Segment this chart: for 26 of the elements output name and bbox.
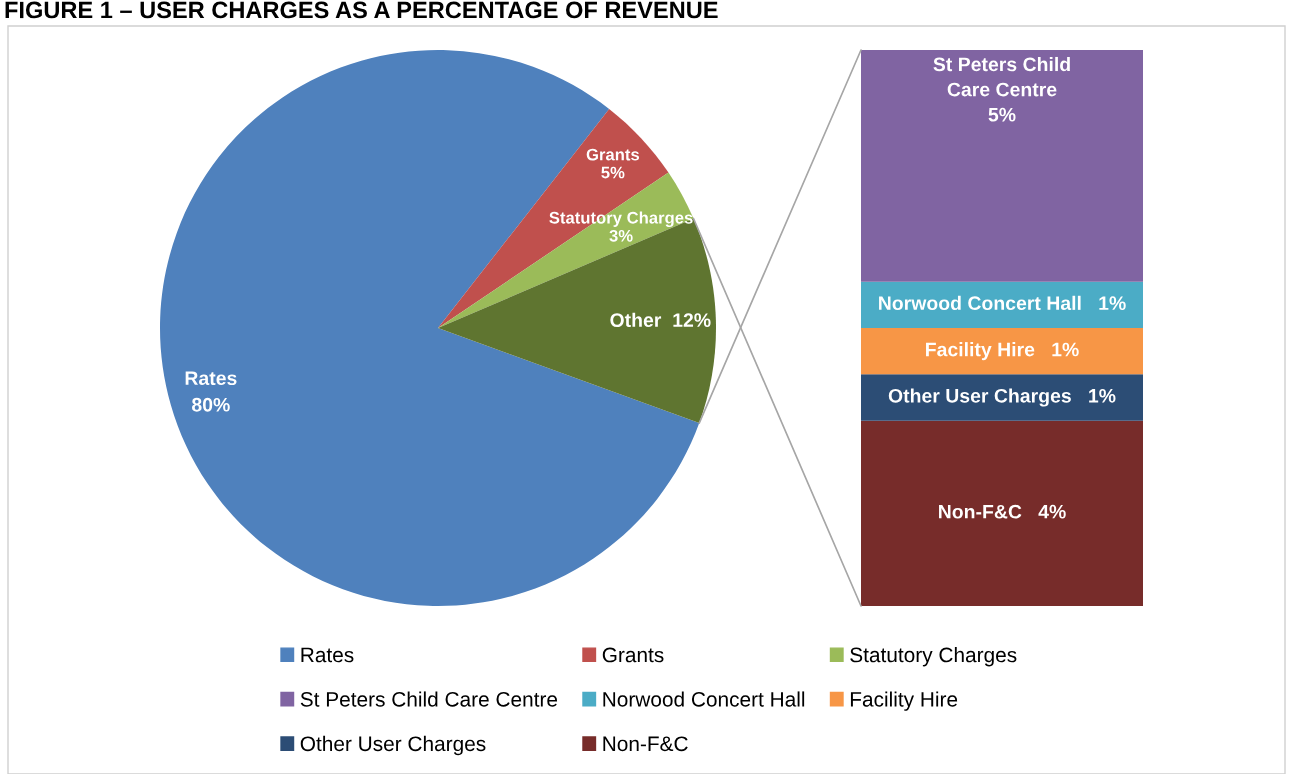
legend-label: Statutory Charges — [850, 646, 1017, 667]
legend-label: Norwood Concert Hall — [603, 691, 805, 707]
bar — [861, 328, 1143, 375]
text: Other User Charges 1% — [888, 388, 1116, 407]
bar — [861, 420, 1143, 606]
legend-label: Rates — [301, 647, 354, 663]
slice-label: Rates — [185, 371, 237, 386]
legend-label: St Peters Child Care Centre — [300, 691, 558, 707]
text: Norwood Concert Hall 1% — [879, 295, 1126, 311]
slice-label: Grants — [586, 148, 640, 161]
text: Facility Hire 1% — [926, 342, 1079, 361]
bar — [861, 50, 1143, 282]
data-label: 5% — [601, 166, 625, 179]
data-label: 5% — [988, 107, 1016, 122]
text: St Peters Child Care Centre — [933, 56, 1070, 97]
legend-label: Grants — [602, 647, 664, 663]
text: Non-F&C 4% — [939, 504, 1066, 519]
legend-label: Other User Charges — [300, 735, 486, 756]
slice-label: Other 12% — [610, 312, 711, 328]
chart-title: FIGURE 1 – USER CHARGES AS A PERCENTAGE OF REVENUE — [5, 1, 718, 19]
data-label: 3% — [609, 229, 633, 242]
bar — [861, 281, 1143, 328]
data-label: 80% — [192, 397, 230, 412]
legend-label: Non-F&C — [603, 736, 688, 752]
legend-label: Facility Hire — [850, 691, 958, 711]
bar — [861, 374, 1143, 421]
